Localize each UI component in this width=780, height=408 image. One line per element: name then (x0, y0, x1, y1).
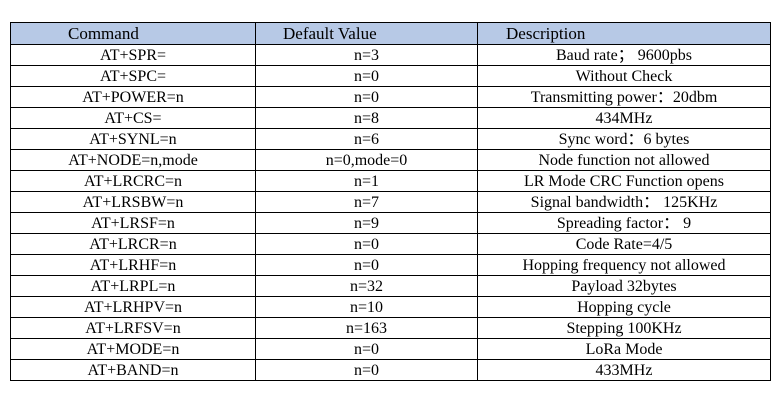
default-value-cell: n=0 (255, 338, 478, 360)
description-cell: 433MHz (477, 359, 771, 381)
table-row: AT+LRFSV=n n=163 Stepping 100KHz (10, 317, 771, 339)
command-cell: AT+MODE=n (10, 338, 256, 360)
table-header: Command Default Value Description (10, 22, 771, 45)
table-row: AT+MODE=n n=0 LoRa Mode (10, 338, 771, 360)
command-cell: AT+SYNL=n (10, 128, 256, 150)
default-value-cell: n=0 (255, 233, 478, 255)
description-cell: Hopping frequency not allowed (477, 254, 771, 276)
default-value-cell: n=0 (255, 359, 478, 381)
column-header-description: Description (477, 22, 771, 45)
default-value-cell: n=6 (255, 128, 478, 150)
table-row: AT+LRCRC=n n=1 LR Mode CRC Function opens (10, 170, 771, 192)
description-cell: 434MHz (477, 107, 771, 129)
table-body: AT+SPR= n=3 Baud rate； 9600pbs AT+SPC= n=0 Wi… (10, 44, 771, 381)
description-cell: Code Rate=4/5 (477, 233, 771, 255)
description-cell: Hopping cycle (477, 296, 771, 318)
default-value-cell: n=0 (255, 254, 478, 276)
default-value-cell: n=0 (255, 65, 478, 87)
table-row: AT+LRSF=n n=9 Spreading factor： 9 (10, 212, 771, 234)
default-value-cell: n=0 (255, 86, 478, 108)
table-row: AT+LRSBW=n n=7 Signal bandwidth： 125KHz (10, 191, 771, 213)
description-cell: Spreading factor： 9 (477, 212, 771, 234)
description-cell: Sync word：6 bytes (477, 128, 771, 150)
header-row: Command Default Value Description (10, 22, 771, 45)
default-value-cell: n=3 (255, 44, 478, 66)
default-value-cell: n=32 (255, 275, 478, 297)
command-cell: AT+SPR= (10, 44, 256, 66)
default-value-cell: n=163 (255, 317, 478, 339)
description-cell: Signal bandwidth： 125KHz (477, 191, 771, 213)
command-cell: AT+CS= (10, 107, 256, 129)
default-value-cell: n=8 (255, 107, 478, 129)
description-cell: LR Mode CRC Function opens (477, 170, 771, 192)
command-cell: AT+LRSF=n (10, 212, 256, 234)
command-cell: AT+LRCRC=n (10, 170, 256, 192)
default-value-cell: n=10 (255, 296, 478, 318)
description-cell: Payload 32bytes (477, 275, 771, 297)
command-cell: AT+NODE=n,mode (10, 149, 256, 171)
column-header-command: Command (10, 22, 256, 45)
description-cell: LoRa Mode (477, 338, 771, 360)
description-cell: Stepping 100KHz (477, 317, 771, 339)
table-row: AT+SPR= n=3 Baud rate； 9600pbs (10, 44, 771, 66)
command-cell: AT+LRPL=n (10, 275, 256, 297)
command-cell: AT+BAND=n (10, 359, 256, 381)
command-cell: AT+LRFSV=n (10, 317, 256, 339)
table-row: AT+LRHF=n n=0 Hopping frequency not allowe… (10, 254, 771, 276)
table-row: AT+SYNL=n n=6 Sync word：6 bytes (10, 128, 771, 150)
command-cell: AT+LRCR=n (10, 233, 256, 255)
command-cell: AT+SPC= (10, 65, 256, 87)
table-row: AT+SPC= n=0 Without Check (10, 65, 771, 87)
column-header-default-value: Default Value (255, 22, 478, 45)
table-row: AT+LRCR=n n=0 Code Rate=4/5 (10, 233, 771, 255)
default-value-cell: n=7 (255, 191, 478, 213)
description-cell: Without Check (477, 65, 771, 87)
description-cell: Node function not allowed (477, 149, 771, 171)
default-value-cell: n=9 (255, 212, 478, 234)
table-row: AT+CS= n=8 434MHz (10, 107, 771, 129)
command-cell: AT+LRSBW=n (10, 191, 256, 213)
description-cell: Transmitting power：20dbm (477, 86, 771, 108)
description-cell: Baud rate； 9600pbs (477, 44, 771, 66)
command-cell: AT+POWER=n (10, 86, 256, 108)
default-value-cell: n=1 (255, 170, 478, 192)
default-value-cell: n=0,mode=0 (255, 149, 478, 171)
at-command-table: Command Default Value Description AT+SPR… (10, 22, 771, 381)
table-row: AT+BAND=n n=0 433MHz (10, 359, 771, 381)
table-row: AT+POWER=n n=0 Transmitting power：20dbm (10, 86, 771, 108)
table-row: AT+NODE=n,mode n=0,mode=0 Node function no… (10, 149, 771, 171)
command-cell: AT+LRHPV=n (10, 296, 256, 318)
command-cell: AT+LRHF=n (10, 254, 256, 276)
table-row: AT+LRPL=n n=32 Payload 32bytes (10, 275, 771, 297)
table-row: AT+LRHPV=n n=10 Hopping cycle (10, 296, 771, 318)
